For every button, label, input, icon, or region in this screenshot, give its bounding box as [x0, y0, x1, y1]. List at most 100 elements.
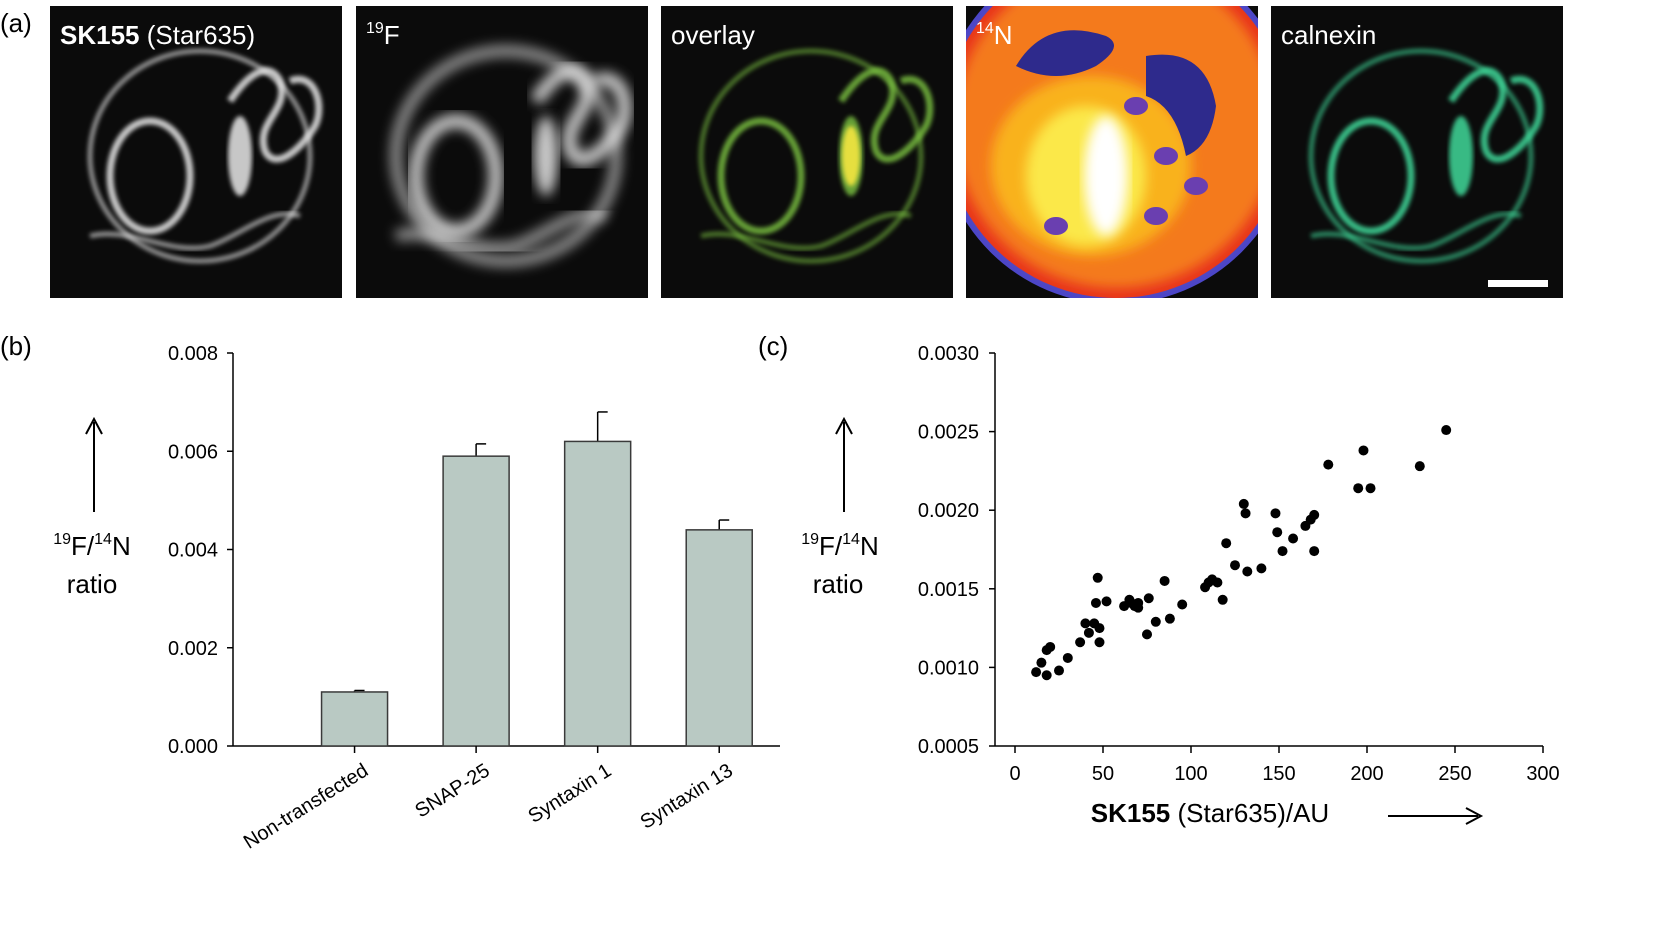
organelle-loop — [227, 67, 323, 163]
micrograph-label-sup: 14 — [976, 20, 994, 37]
scale-bar — [1488, 280, 1548, 287]
scatter-xlabel: SK155 (Star635)/AU — [1091, 798, 1329, 828]
scatter-y-tick-label: 0.0030 — [918, 343, 979, 365]
scatter-point — [1045, 641, 1056, 652]
bar-y-tick-label: 0.006 — [168, 441, 218, 463]
cell-outline — [698, 48, 924, 264]
scatter-point — [1075, 637, 1086, 648]
micrograph-label: overlay — [671, 20, 755, 50]
y-arrow-head — [85, 416, 103, 435]
scatter-point — [1270, 508, 1281, 519]
cell-outline — [390, 45, 622, 267]
cell-spot — [1144, 207, 1168, 225]
bar — [442, 455, 510, 747]
scatter-point — [1054, 665, 1064, 676]
scatter-y-tick-label: 0.0010 — [918, 657, 979, 679]
micrograph-label-text: calnexin — [1281, 20, 1376, 50]
bar-category-label: Non-transfected — [240, 760, 372, 854]
micrograph-panel: calnexin — [1271, 6, 1563, 298]
organelle-strand — [700, 211, 912, 251]
bar-category-label: Syntaxin 13 — [637, 760, 737, 834]
scatter-point — [1092, 572, 1103, 583]
scatter-point — [1217, 594, 1228, 605]
scatter-chart: 19F/14N ratio SK155 (Star635)/AU 0.0005 0… — [801, 343, 1559, 828]
organelle-bright — [1449, 116, 1473, 196]
organelle-bright — [534, 116, 558, 196]
bar-y-tick-label: 0.002 — [168, 638, 218, 660]
micrograph-content — [966, 6, 1258, 298]
micrograph-label-text: N — [994, 20, 1013, 50]
micrograph-label-bold: SK155 — [60, 20, 140, 50]
micrograph-content — [1308, 48, 1544, 264]
bar-ylabel-t1: F/ — [71, 531, 95, 561]
scatter-point — [1164, 613, 1175, 624]
micrograph-content — [390, 45, 632, 267]
micrograph-panel: 19F — [356, 6, 648, 298]
cell-peak — [1084, 116, 1128, 236]
scatter-point — [1230, 560, 1240, 571]
scatter-point — [1256, 563, 1267, 574]
panel-label-b: (b) — [0, 331, 32, 361]
micrograph-label-sup: 19 — [366, 20, 384, 37]
cell-outline — [87, 48, 313, 264]
bar-ylabel-line2: ratio — [67, 569, 118, 599]
scatter-xlabel-rest: (Star635)/AU — [1170, 798, 1329, 828]
micrograph-panel: 14N — [966, 6, 1258, 298]
micrograph-panel: SK155 (Star635) — [50, 6, 342, 298]
bar-y-axis-label: 19F/14N ratio — [53, 416, 131, 599]
bar-category-label: Syntaxin 1 — [524, 760, 615, 828]
scatter-point — [1358, 445, 1369, 456]
cell-void — [1016, 30, 1114, 76]
x-arrow-head — [1465, 807, 1484, 825]
scatter-point — [1353, 483, 1364, 494]
scatter-point — [1309, 509, 1320, 520]
scatter-point — [1240, 508, 1251, 519]
bar — [320, 691, 389, 747]
scatter-y-tick-label: 0.0015 — [918, 579, 979, 601]
scatter-point — [1288, 533, 1299, 544]
scatter-x-tick-label: 150 — [1262, 763, 1295, 785]
scatter-point — [1090, 597, 1101, 608]
y-arrow-head — [835, 416, 853, 435]
scatter-point — [1277, 546, 1288, 557]
micrograph-label: SK155 (Star635) — [60, 20, 255, 50]
scatter-point — [1150, 616, 1161, 627]
scatter-x-tick-label: 250 — [1438, 763, 1471, 785]
scatter-x-tick-label: 100 — [1174, 763, 1207, 785]
scatter-point — [1414, 461, 1425, 472]
scatter-ylabel-line1: 19F/14N — [801, 531, 878, 561]
scatter-xlabel-bold: SK155 — [1091, 798, 1171, 828]
organelle-strand — [394, 208, 608, 255]
bar-ylabel-line1: 19F/14N — [53, 531, 130, 561]
bar-ylabel-t2: N — [112, 531, 131, 561]
scatter-y-tick-label: 0.0020 — [918, 500, 979, 522]
organelle-ring — [106, 117, 194, 235]
cell-void — [1146, 54, 1216, 157]
scatter-point — [1441, 425, 1452, 436]
bar-ylabel-sup1: 19 — [53, 531, 71, 548]
scatter-x-axis-label: SK155 (Star635)/AU — [1091, 798, 1484, 828]
micrograph-content — [87, 48, 323, 264]
scatter-point — [1041, 670, 1052, 681]
bar-ylabel-sup2: 14 — [94, 531, 112, 548]
micrograph-label: 19F — [366, 20, 400, 50]
scatter-point — [1309, 546, 1320, 557]
organelle-loop — [1448, 67, 1544, 163]
cell-outline — [1308, 48, 1534, 264]
scatter-y-tick-label: 0.0025 — [918, 422, 979, 444]
scatter-ylabel-line2: ratio — [813, 569, 864, 599]
micrograph-label: calnexin — [1281, 20, 1376, 50]
scatter-x-tick-label: 300 — [1526, 763, 1559, 785]
cell-spot — [1154, 147, 1178, 165]
micrograph-row: SK155 (Star635) 19F overlay 14N calnexin — [50, 6, 1563, 298]
bar-chart: 19F/14N ratio 0.000 0.002 0.004 0.006 0.008 N… — [53, 343, 780, 854]
organelle-strand — [1310, 211, 1522, 251]
bar-y-tick-label: 0.008 — [168, 343, 218, 365]
scatter-x-tick-label: 200 — [1350, 763, 1383, 785]
bar-y-tick-label: 0.004 — [168, 540, 218, 562]
micrograph-label-text: overlay — [671, 20, 755, 50]
scatter-point — [1221, 538, 1232, 549]
scatter-point — [1143, 593, 1154, 604]
micrograph-label-text: F — [384, 20, 400, 50]
